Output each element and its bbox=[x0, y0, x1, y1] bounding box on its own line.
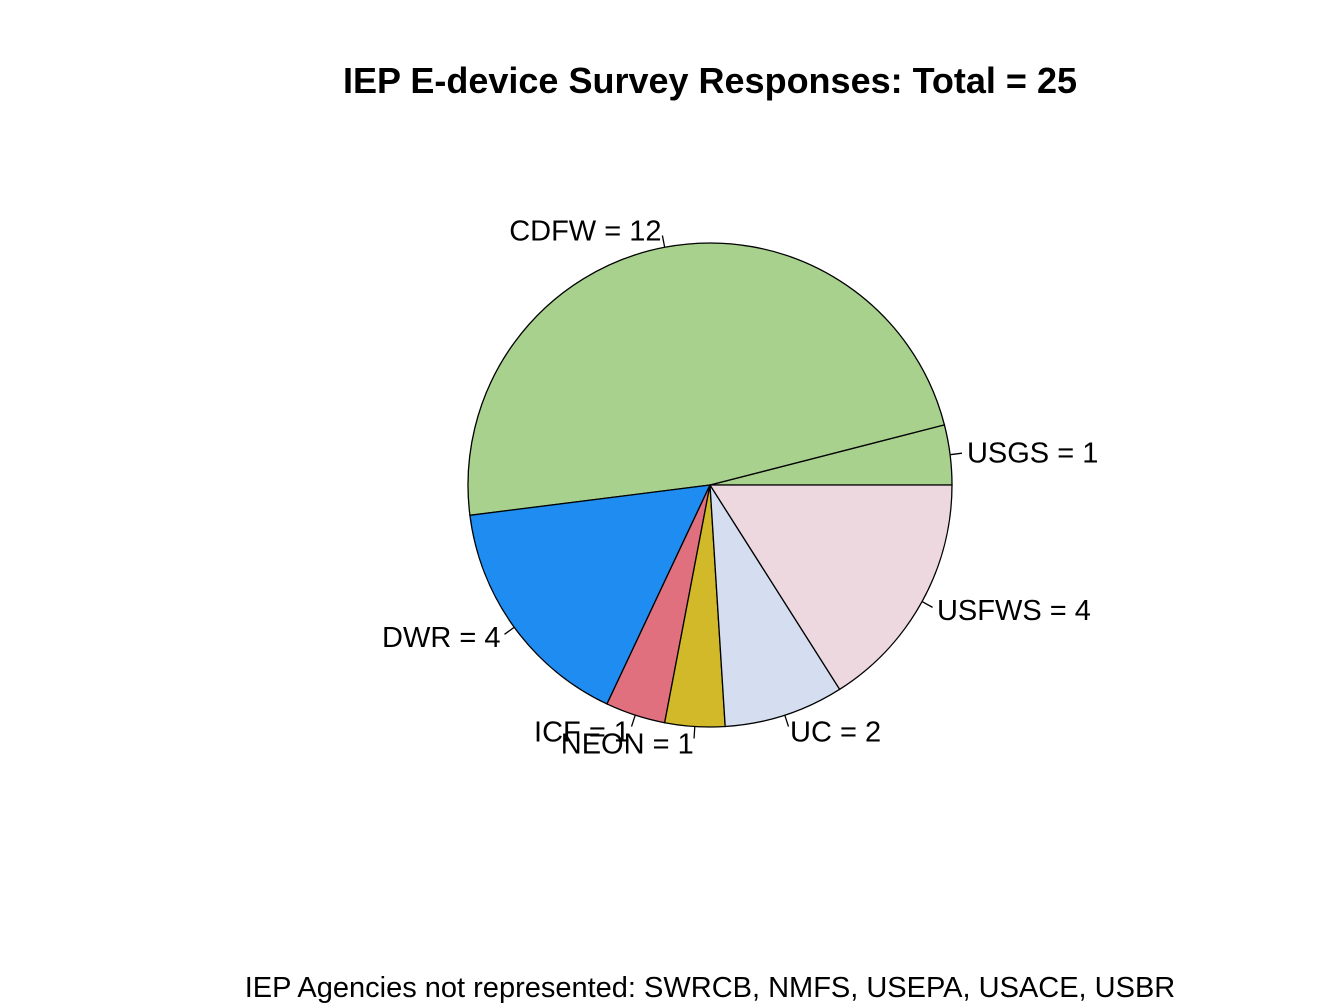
leader-line-icf bbox=[630, 714, 636, 727]
leader-line-usfws bbox=[921, 601, 933, 608]
slice-label-usgs: USGS = 1 bbox=[967, 438, 1098, 470]
leader-line-uc bbox=[784, 714, 790, 727]
slice-label-cdfw: CDFW = 12 bbox=[509, 216, 661, 248]
slice-label-icf: ICF = 1 bbox=[534, 716, 630, 748]
chart-title: IEP E-device Survey Responses: Total = 2… bbox=[343, 60, 1077, 101]
footnote: IEP Agencies not represented: SWRCB, NMF… bbox=[245, 972, 1176, 1004]
pie-slice-usfws bbox=[708, 484, 953, 691]
leader-line-dwr bbox=[504, 626, 515, 635]
pie-slices bbox=[467, 242, 953, 728]
slice-label-uc: UC = 2 bbox=[790, 716, 881, 748]
leader-line-neon bbox=[693, 726, 696, 739]
pie-slice-cdfw bbox=[467, 242, 946, 517]
slice-label-usfws: USFWS = 4 bbox=[937, 595, 1091, 627]
pie-leader-lines bbox=[504, 235, 963, 739]
leader-line-usgs bbox=[950, 452, 963, 456]
slice-label-dwr: DWR = 4 bbox=[382, 622, 500, 654]
pie-slice-uc bbox=[709, 484, 841, 728]
leader-line-cdfw bbox=[661, 235, 666, 248]
slice-label-neon: NEON = 1 bbox=[561, 728, 694, 760]
pie-slice-dwr bbox=[469, 484, 712, 705]
